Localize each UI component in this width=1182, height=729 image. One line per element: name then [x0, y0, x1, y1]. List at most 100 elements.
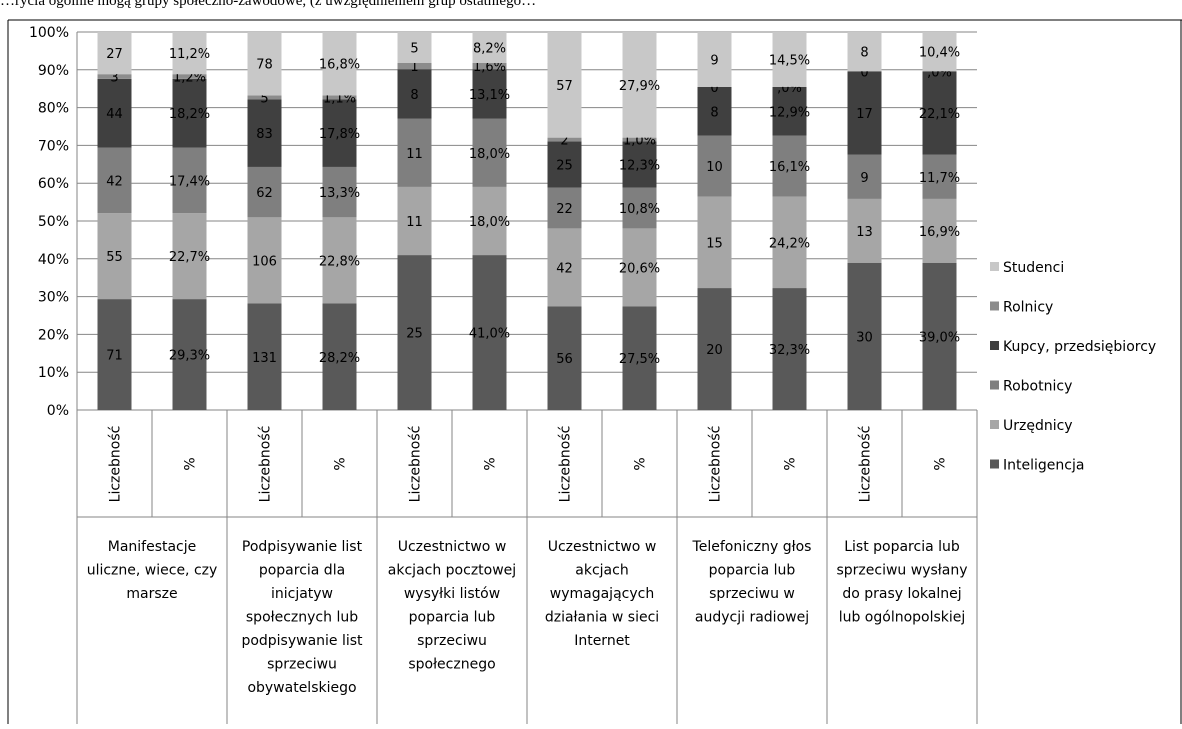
bar-segment: [172, 74, 207, 79]
group-label-line: audycji radiowej: [695, 610, 809, 626]
data-label: 32,3%: [769, 343, 810, 358]
bar-segment: [172, 78, 207, 148]
group-label-line: inicjatyw: [271, 586, 333, 602]
data-label: 55: [106, 250, 123, 265]
data-label: 9: [710, 53, 718, 68]
bar-segment: [172, 147, 207, 214]
data-label: 1,6%: [473, 60, 506, 75]
group-label-line: działania w sieci: [545, 610, 659, 626]
group-label-line: lub ogólnopolskiej: [839, 610, 966, 626]
bar-segment: [622, 228, 657, 307]
bar-segment: [472, 62, 507, 70]
bar-segment: [622, 187, 657, 229]
legend-swatch: [990, 380, 999, 390]
data-label: 20: [706, 343, 723, 358]
data-label: 13,1%: [469, 88, 510, 103]
column-label: %: [933, 457, 949, 470]
data-label: 12,9%: [769, 105, 810, 120]
data-label: 106: [252, 254, 277, 269]
bar-segment: [472, 255, 507, 410]
y-tick-label: 30%: [38, 290, 69, 306]
bar-segment: [172, 213, 207, 300]
column-label: Liczebność: [408, 426, 424, 503]
data-label: 11,2%: [169, 47, 210, 62]
bar-segment: [697, 196, 732, 289]
y-tick-label: 70%: [38, 138, 69, 154]
data-label: 11,7%: [919, 171, 960, 186]
data-label: 18,0%: [469, 147, 510, 162]
group-label-line: społecznego: [408, 657, 495, 673]
bar-segment: [472, 118, 507, 187]
group-label-line: sprzeciwu: [417, 633, 487, 649]
bar-segment: [97, 147, 132, 214]
bar-segment: [97, 299, 132, 410]
data-label: 11: [406, 147, 423, 162]
data-label: 2: [560, 133, 568, 148]
data-label: 11: [406, 215, 423, 230]
data-label: 17: [856, 107, 873, 122]
bar-segment: [622, 141, 657, 188]
bar-segment: [322, 303, 357, 410]
legend-swatch: [990, 301, 999, 311]
bar-segment: [97, 213, 132, 300]
y-tick-label: 50%: [38, 214, 69, 230]
bar-segment: [397, 186, 432, 256]
bar-segment: [247, 95, 282, 100]
y-tick-label: 90%: [38, 63, 69, 79]
data-label: 22,7%: [169, 250, 210, 265]
bar-segment: [772, 32, 807, 87]
data-label: 22,8%: [319, 254, 360, 269]
data-label: 56: [556, 352, 573, 367]
legend-swatch: [990, 459, 999, 469]
data-label: 27: [106, 47, 123, 62]
column-label: %: [483, 457, 499, 470]
data-label: 28,2%: [319, 351, 360, 366]
bar-segment: [847, 71, 882, 155]
group-label-line: marsze: [126, 586, 177, 602]
data-label: 131: [252, 351, 277, 366]
bar-segment: [397, 62, 432, 70]
data-label: 10,4%: [919, 46, 960, 61]
bar-segment: [397, 118, 432, 187]
bar-segment: [547, 187, 582, 229]
column-label: %: [183, 457, 199, 470]
group-label-line: akcjach: [575, 563, 628, 579]
data-label: 24,2%: [769, 236, 810, 251]
y-tick-label: 100%: [29, 25, 69, 41]
legend-swatch: [990, 262, 999, 271]
data-label: 42: [556, 261, 573, 276]
group-label-line: poparcia dla: [259, 563, 345, 579]
column-label: %: [333, 457, 349, 470]
data-label: 18,2%: [169, 107, 210, 122]
y-tick-label: 40%: [38, 252, 69, 268]
group-label-line: sprzeciwu wysłany: [836, 563, 967, 579]
group-label-line: poparcia lub: [409, 610, 496, 626]
bar-segment: [247, 99, 282, 167]
data-label: 5: [260, 91, 268, 106]
bar-segment: [697, 135, 732, 197]
data-label: 8,2%: [473, 41, 506, 56]
data-label: 41,0%: [469, 327, 510, 342]
data-label: 27,5%: [619, 352, 660, 367]
data-label: 10: [706, 160, 723, 175]
bar-segment: [922, 32, 957, 72]
data-label: 22,1%: [919, 107, 960, 122]
data-label: 9: [860, 171, 868, 186]
bar-segment: [922, 198, 957, 263]
bar-segment: [322, 95, 357, 100]
bar-segment: [697, 288, 732, 410]
group-label-line: wymagających: [550, 586, 654, 602]
data-label: 1,2%: [173, 71, 206, 86]
data-label: 25: [556, 158, 573, 173]
bar-segment: [397, 255, 432, 410]
data-label: 29,3%: [169, 349, 210, 364]
data-label: 12,3%: [619, 158, 660, 173]
data-label: 3: [110, 71, 118, 86]
y-tick-label: 20%: [38, 327, 69, 343]
bar-segment: [97, 32, 132, 75]
bar-segment: [472, 32, 507, 63]
group-label-line: List poparcia lub: [844, 539, 960, 555]
bar-segment: [697, 86, 732, 136]
column-label: %: [783, 457, 799, 470]
